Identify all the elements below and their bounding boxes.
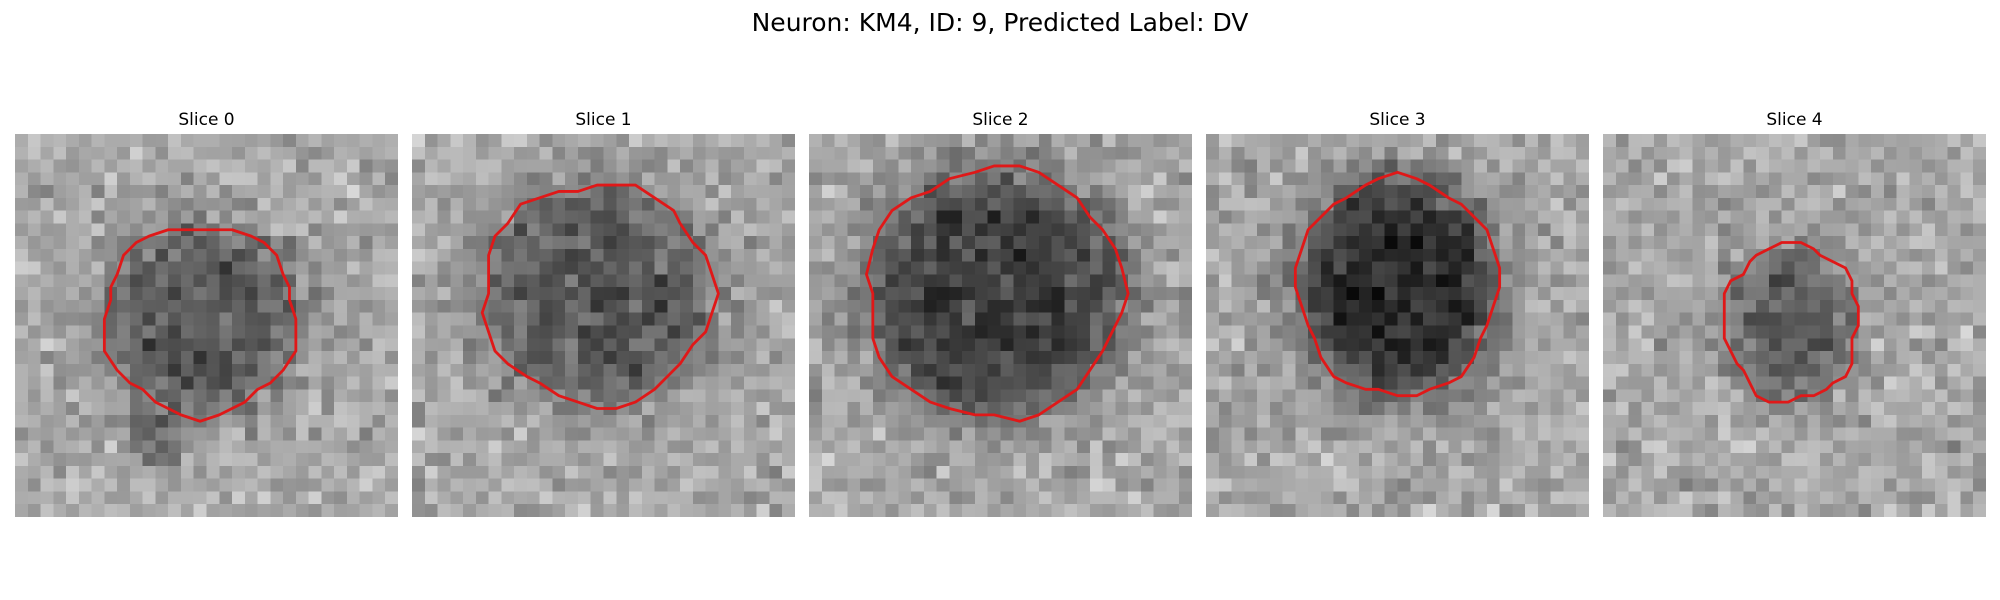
cell-contour-0	[102, 228, 298, 423]
slice-panel-3: Slice 3	[1206, 108, 1589, 517]
slice-image-1	[412, 134, 795, 517]
slice-panel-0: Slice 0	[15, 108, 398, 517]
slice-panel-1: Slice 1	[412, 108, 795, 517]
slice-image-2	[809, 134, 1192, 517]
slice-image-4	[1603, 134, 1986, 517]
slice-image-3	[1206, 134, 1589, 517]
cell-contour-4	[1722, 241, 1860, 404]
slice-title-0: Slice 0	[178, 110, 235, 130]
slice-image-0	[15, 134, 398, 517]
slice-title-2: Slice 2	[972, 110, 1029, 130]
cell-contour-1	[480, 183, 720, 410]
slice-panel-2: Slice 2	[809, 108, 1192, 517]
figure-title: Neuron: KM4, ID: 9, Predicted Label: DV	[751, 8, 1249, 37]
slice-title-4: Slice 4	[1766, 110, 1823, 130]
slice-panel-4: Slice 4	[1603, 108, 1986, 517]
cell-contour-2	[865, 164, 1130, 423]
cell-contour-3	[1293, 170, 1502, 398]
slice-title-1: Slice 1	[575, 110, 632, 130]
slice-title-3: Slice 3	[1369, 110, 1426, 130]
